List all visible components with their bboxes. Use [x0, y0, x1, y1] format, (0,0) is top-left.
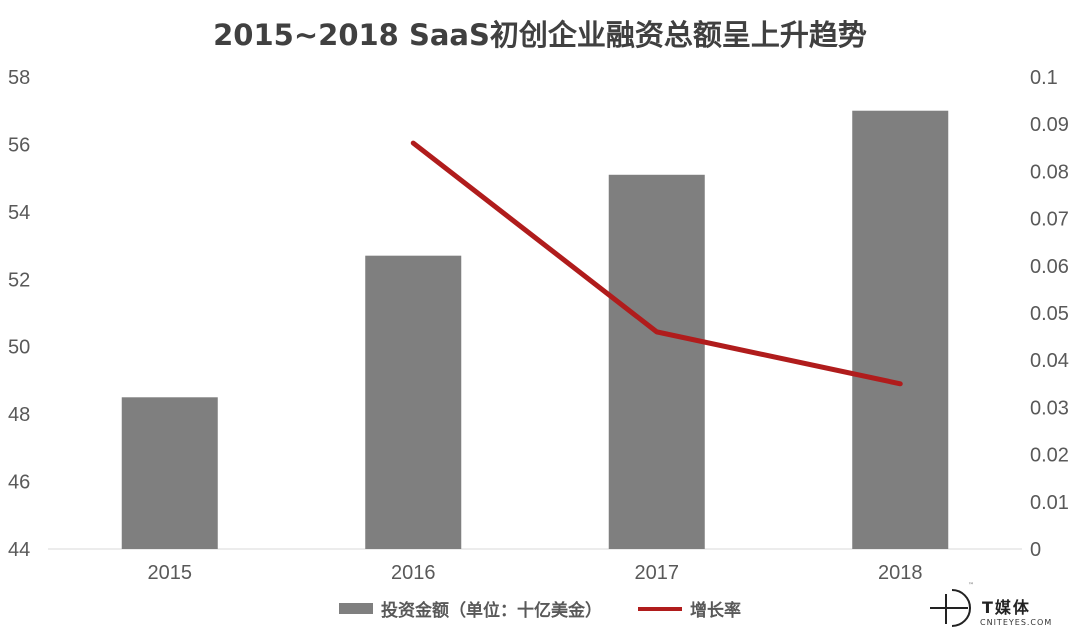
y-left-tick-label: 44 [8, 539, 30, 561]
legend-swatch-line [638, 606, 682, 611]
growth-rate-line [410, 140, 903, 387]
watermark: ™ T媒体 CNITEYES.COM [928, 582, 1073, 634]
watermark-brand: T媒体 [982, 598, 1031, 617]
bar [852, 110, 949, 549]
watermark-logo-icon [930, 589, 971, 627]
legend-swatch-bar [339, 603, 373, 614]
y-right-tick-label: 0.02 [1030, 445, 1069, 467]
y-right-tick-label: 0.03 [1030, 397, 1069, 419]
y-right-tick-label: 0.06 [1030, 256, 1069, 278]
bar [365, 255, 462, 549]
y-left-tick-label: 48 [8, 404, 30, 426]
x-tick-label: 2018 [878, 562, 923, 584]
y-left-tick-label: 50 [8, 337, 30, 359]
y-right-tick-label: 0.08 [1030, 161, 1069, 183]
bar [121, 397, 218, 549]
legend-label-investment: 投资金额（单位：十亿美金） [381, 601, 602, 621]
x-tick-label: 2016 [391, 562, 436, 584]
y-right-tick-label: 0 [1030, 539, 1041, 561]
y-left-tick-label: 52 [8, 269, 30, 291]
y-left-tick-label: 56 [8, 134, 30, 156]
y-right-tick-label: 0.07 [1030, 209, 1069, 231]
y-right-tick-label: 0.09 [1030, 114, 1069, 136]
y-left-tick-label: 54 [8, 202, 30, 224]
watermark-domain: CNITEYES.COM [980, 618, 1053, 627]
watermark-tm: ™ [968, 582, 974, 589]
bar [608, 174, 705, 549]
x-tick-label: 2015 [148, 562, 193, 584]
chart-title: 2015~2018 SaaS初创企业融资总额呈上升趋势 [213, 18, 867, 52]
legend: 投资金额（单位：十亿美金） 增长率 [0, 596, 1080, 621]
legend-item-investment: 投资金额（单位：十亿美金） [339, 596, 602, 621]
legend-label-growth-rate: 增长率 [690, 601, 741, 621]
y-right-tick-label: 0.1 [1030, 67, 1058, 89]
y-right-tick-label: 0.04 [1030, 350, 1069, 372]
y-left-tick-label: 46 [8, 472, 30, 494]
legend-item-growth-rate: 增长率 [638, 596, 741, 621]
y-right-tick-label: 0.01 [1030, 492, 1069, 514]
y-left-tick-label: 58 [8, 67, 30, 89]
y-right-tick-label: 0.05 [1030, 303, 1069, 325]
x-tick-label: 2017 [635, 562, 680, 584]
